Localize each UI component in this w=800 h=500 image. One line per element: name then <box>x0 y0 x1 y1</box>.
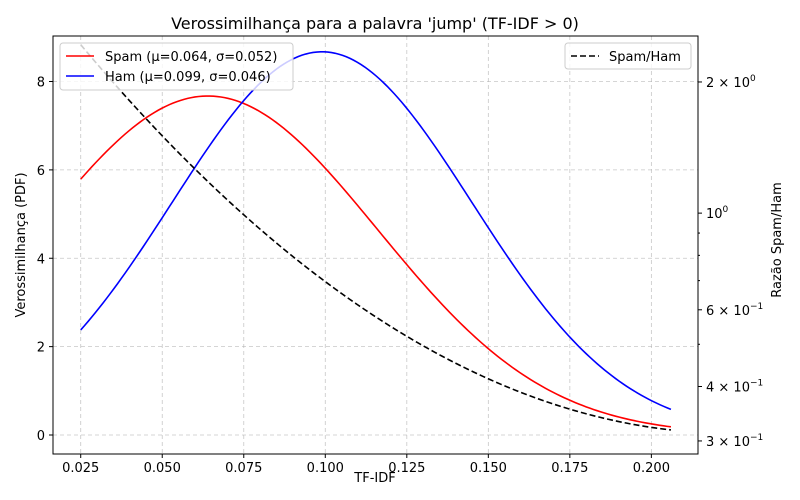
y2-tick-exponent: −1 <box>750 379 763 389</box>
x-tick-label: 0.025 <box>62 461 99 476</box>
grid <box>53 36 698 454</box>
series-line-spam <box>80 95 672 428</box>
legend-left-box <box>59 42 294 91</box>
y2-tick-label: 3 × 10−1 <box>706 433 763 450</box>
y2-axis-title: Razão Spam/Ham <box>770 182 785 298</box>
x-tick-label: 0.200 <box>633 461 670 476</box>
plot-frame <box>52 35 699 455</box>
y2-tick-base: 6 × 10 <box>706 304 750 319</box>
series-line-ham <box>80 51 672 411</box>
y-tick-label: 2 <box>37 341 45 356</box>
x-tick-label: 0.050 <box>144 461 181 476</box>
x-tick-label: 0.150 <box>470 461 507 476</box>
legend-entry: Spam (μ=0.064, σ=0.052) <box>105 50 277 65</box>
y2-tick-base: 4 × 10 <box>706 381 750 396</box>
legend-right: Spam/Ham <box>564 42 692 70</box>
x-tick-label: 0.100 <box>307 461 344 476</box>
legend-entry: Spam/Ham <box>609 50 681 65</box>
y-tick-label: 0 <box>37 429 45 444</box>
y-tick-label: 8 <box>37 76 45 91</box>
y-tick-label: 6 <box>37 164 45 179</box>
y-tick-label: 4 <box>37 252 45 267</box>
y2-tick-base: 3 × 10 <box>706 435 750 450</box>
y2-tick-exponent: 0 <box>750 74 756 84</box>
y2-tick-label: 4 × 10−1 <box>706 379 763 396</box>
x-tick-label: 0.125 <box>388 461 425 476</box>
y-axis: 0 2 4 6 8 <box>37 76 53 444</box>
y2-tick-exponent: −1 <box>750 433 763 443</box>
x-tick-label: 0.075 <box>225 461 262 476</box>
x-axis: 0.025 0.050 0.075 0.100 0.125 0.150 0.175 0.200 <box>62 454 670 476</box>
legend-entry: Ham (μ=0.099, σ=0.046) <box>105 70 271 85</box>
y2-tick-exponent: −1 <box>750 302 763 312</box>
chart-title: Verossimilhança para a palavra 'jump' (T… <box>171 14 579 33</box>
y2-tick-exponent: 0 <box>723 205 729 215</box>
y2-tick-label: 100 <box>706 205 729 222</box>
y2-tick-label: 2 × 100 <box>706 74 756 91</box>
legend-right-box <box>564 42 692 70</box>
x-axis-title: TF-IDF <box>353 471 395 486</box>
series-line-ratio <box>80 44 672 431</box>
plot-lines <box>80 44 672 431</box>
legend-left: Spam (μ=0.064, σ=0.052) Ham (μ=0.099, σ=0… <box>59 42 294 91</box>
y2-tick-label: 6 × 10−1 <box>706 302 763 319</box>
y2-tick-base: 10 <box>706 207 723 222</box>
y2-tick-base: 2 × 10 <box>706 76 750 91</box>
y-axis-title: Verossimilhança (PDF) <box>14 172 29 317</box>
x-tick-label: 0.175 <box>551 461 588 476</box>
